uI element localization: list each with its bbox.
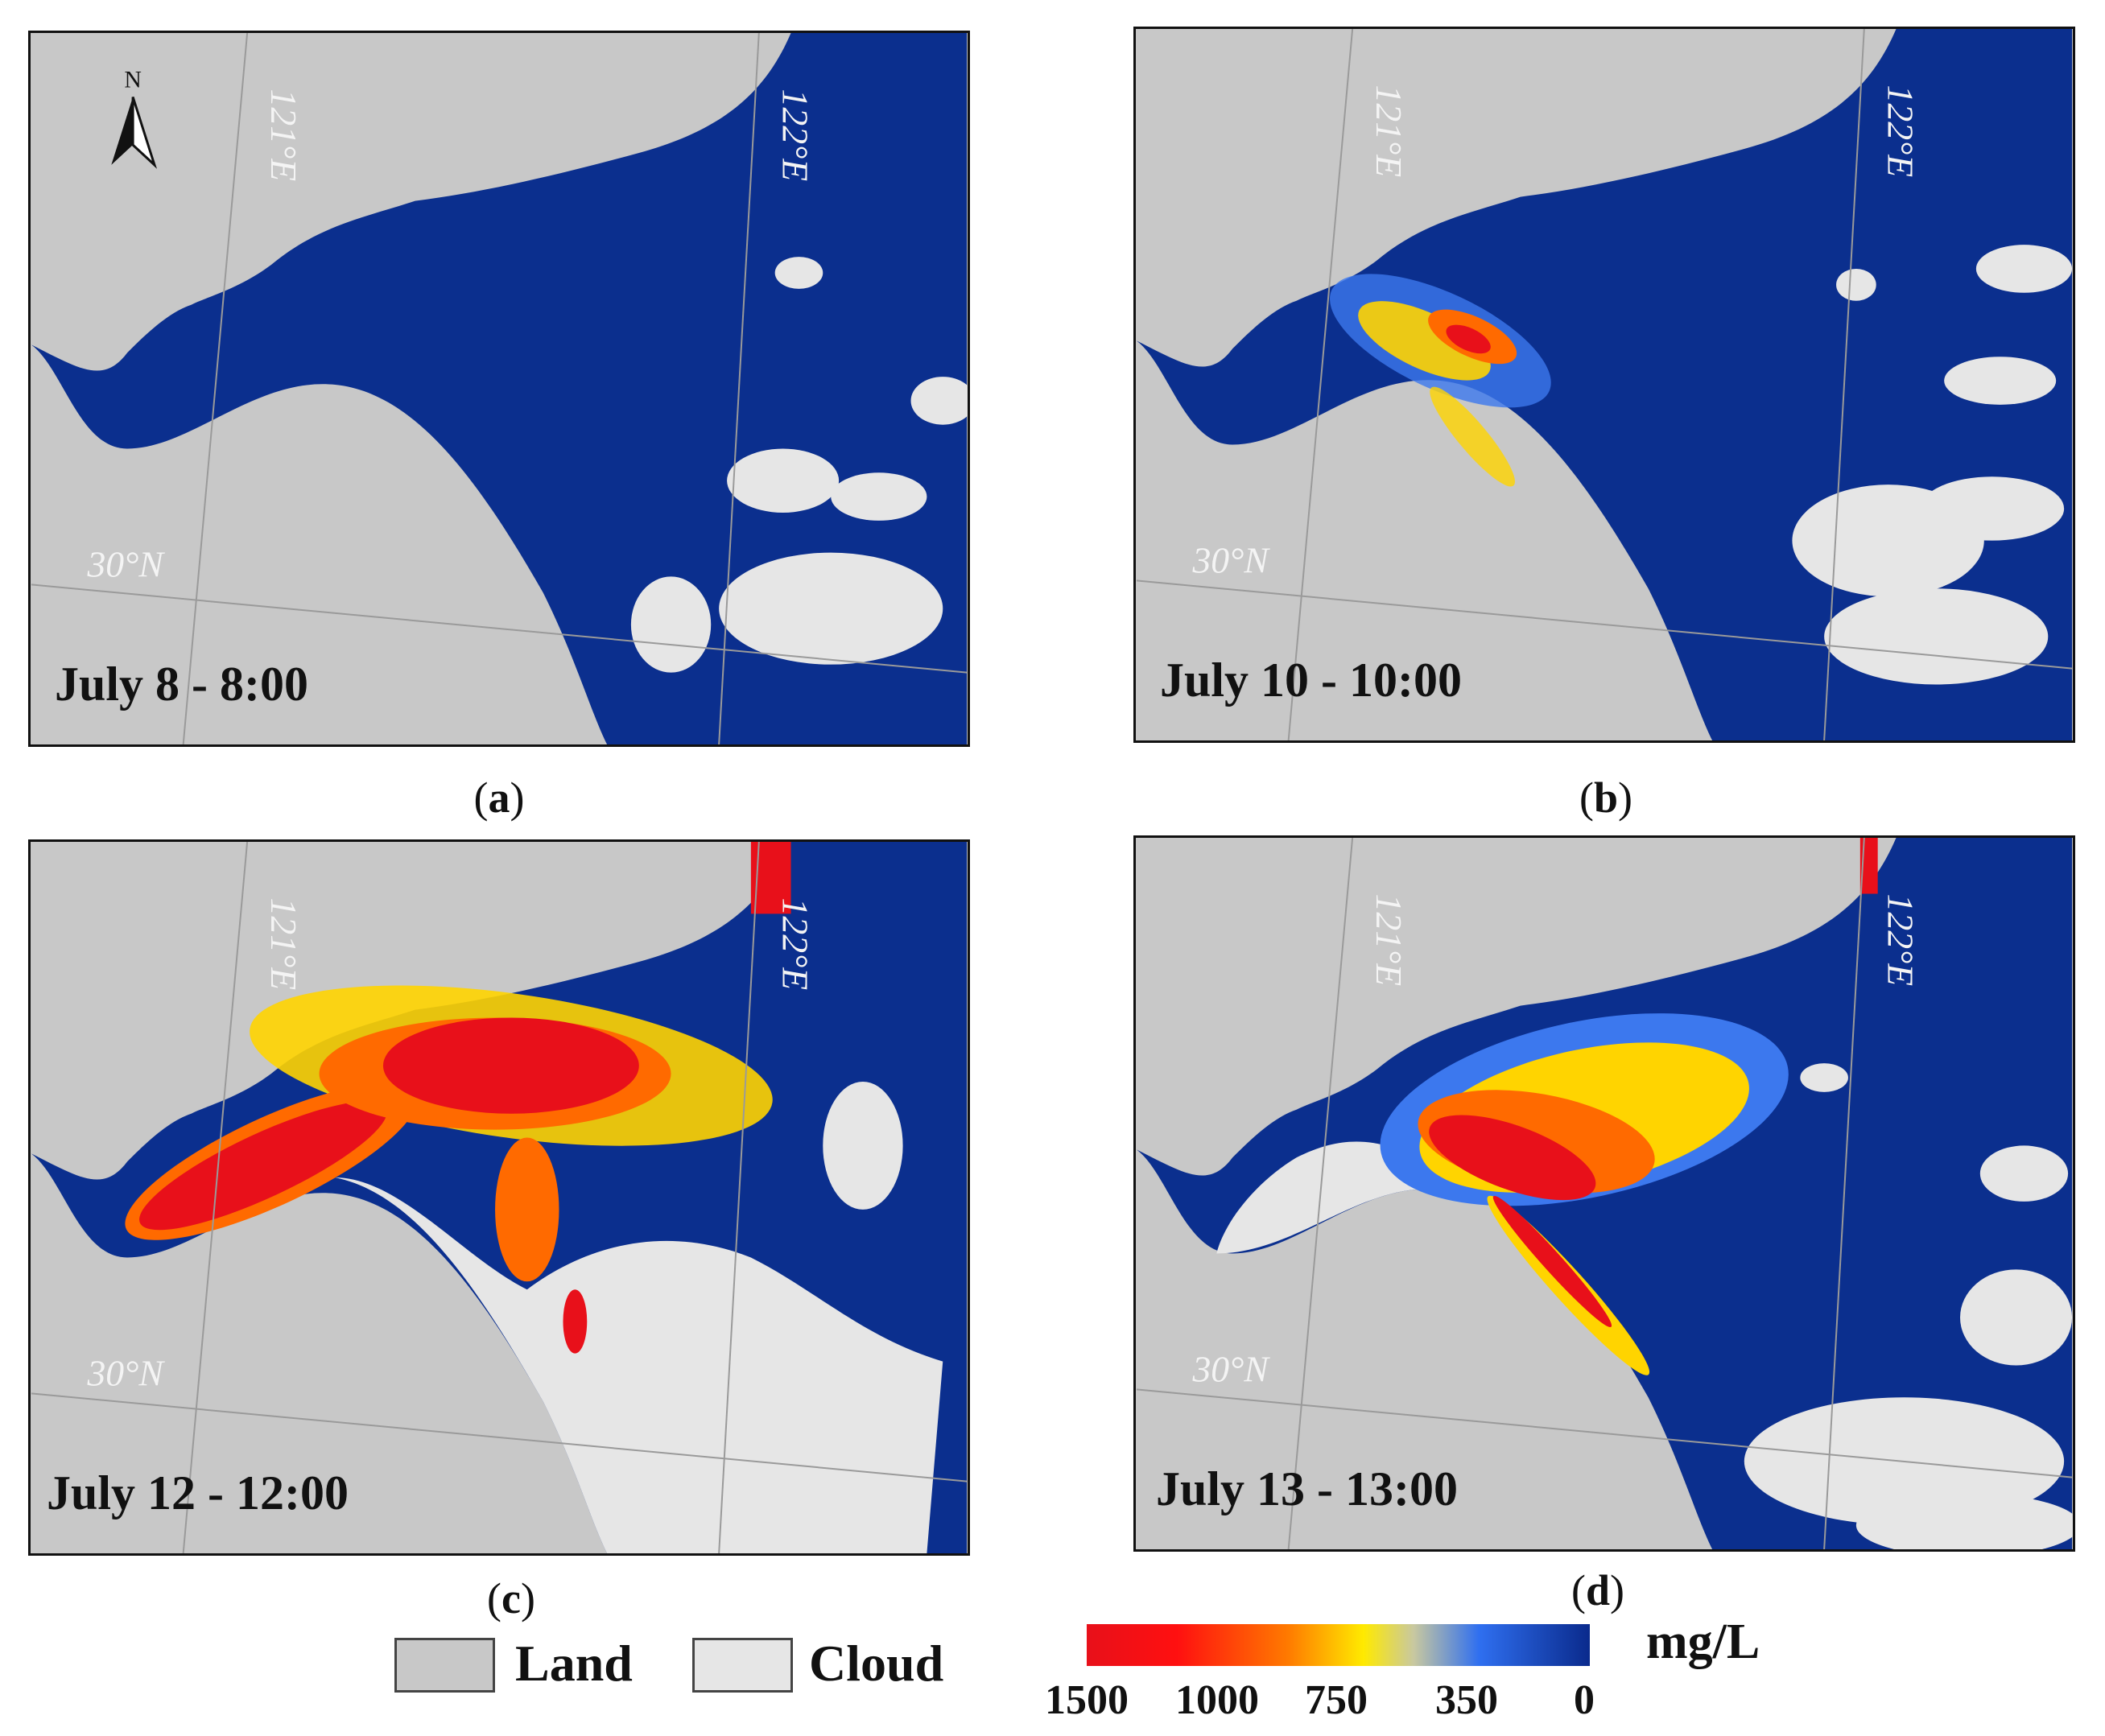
lon-label-122: 122°E [1880,894,1921,987]
cloud-patches [630,257,968,673]
plume-area [125,842,791,1354]
lon-label-121: 121°E [263,89,304,182]
lon-label-122: 122°E [1880,85,1921,178]
map-d: 121°E 122°E 30°N [1136,838,2073,1549]
lon-label-121: 121°E [1368,85,1410,178]
map-panel-c: 121°E 122°E 30°N July 12 - 12:00 [28,839,970,1556]
date-label: July 8 - 8:00 [55,658,308,711]
lat-label-30: 30°N [1191,539,1270,580]
lat-label-30: 30°N [86,543,165,584]
land-swatch [394,1638,495,1693]
lon-label-122: 122°E [775,89,816,182]
graticule [1136,29,2073,740]
cloud-patches [335,1081,943,1553]
lon-label-121: 121°E [1368,894,1410,987]
date-label: July 12 - 12:00 [47,1466,349,1520]
cloud-label: Cloud [809,1635,944,1692]
north-arrow-icon: N [111,67,158,169]
plume-area [1330,274,1551,487]
land-label: Land [515,1635,633,1692]
lon-label-121: 121°E [263,898,304,991]
svg-text:N: N [124,67,142,93]
lon-label-122: 122°E [775,898,816,991]
cloud-swatch [692,1638,793,1693]
graticule [31,842,968,1553]
cloud-patches [1792,245,2073,685]
map-b: 121°E 122°E 30°N [1136,29,2073,740]
colorbar-unit: mg/L [1646,1614,1760,1669]
graticule [1136,838,2073,1549]
map-a: 121°E 122°E 30°N N [31,33,968,744]
caption-a: (a) [473,773,525,822]
colorbar-tick: 0 [1574,1677,1595,1723]
caption-d: (d) [1570,1566,1624,1614]
date-label: July 10 - 10:00 [1160,654,1462,707]
colorbar-tick: 750 [1305,1677,1368,1723]
colorbar-tick: 1000 [1175,1677,1259,1723]
plume-area [1380,838,1878,1375]
colorbar-tick: 350 [1435,1677,1498,1723]
graticule [31,33,968,744]
lat-label-30: 30°N [1191,1348,1270,1389]
lat-label-30: 30°N [86,1352,165,1393]
caption-b: (b) [1579,773,1632,822]
sea-area [31,33,968,744]
map-panel-b: 121°E 122°E 30°N July 10 - 10:00 [1133,27,2075,743]
date-label: July 13 - 13:00 [1156,1462,1458,1515]
colorbar-tick: 1500 [1045,1677,1129,1723]
map-panel-d: 121°E 122°E 30°N July 13 - 13:00 [1133,835,2075,1552]
colorbar [1087,1624,1590,1666]
map-panel-a: 121°E 122°E 30°N N July 8 - 8:00 [28,31,970,747]
map-c: 121°E 122°E 30°N [31,842,968,1553]
caption-c: (c) [487,1574,535,1623]
